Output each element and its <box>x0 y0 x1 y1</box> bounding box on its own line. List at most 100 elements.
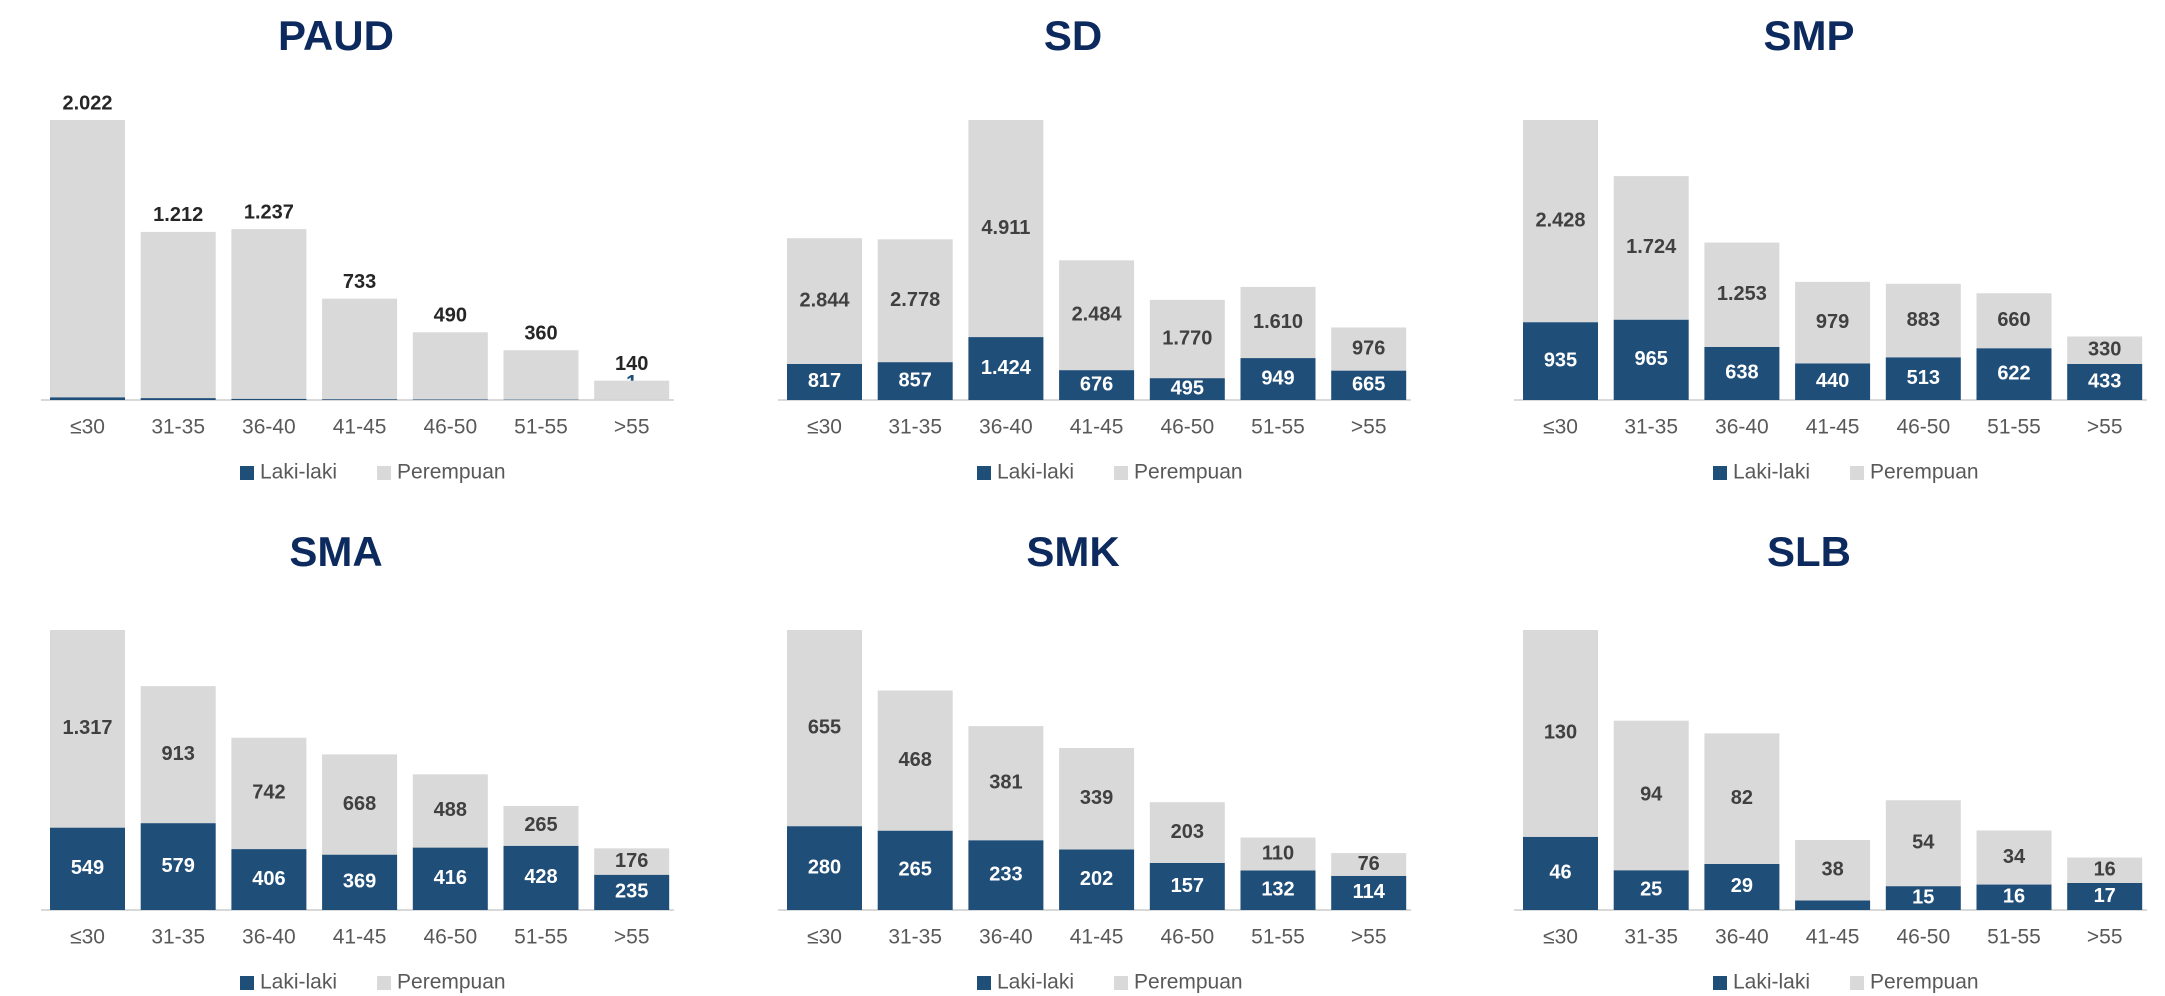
bar-segment <box>1613 176 1689 320</box>
x-tick-label: 31-35 <box>151 416 205 439</box>
bar-segment <box>1331 853 1407 876</box>
x-tick-label: 31-35 <box>888 416 942 439</box>
data-label: 1.770 <box>1162 327 1212 349</box>
bar-segment <box>1704 242 1780 347</box>
bar-segment <box>877 830 953 910</box>
data-label: 1.212 <box>153 204 203 226</box>
bar-segment <box>1976 293 2052 349</box>
data-label: 488 <box>434 799 467 821</box>
x-tick-label: 36-40 <box>1715 416 1769 439</box>
bar-segment <box>50 397 125 400</box>
bar-segment <box>594 848 670 875</box>
data-label: 2.778 <box>890 289 940 311</box>
data-label: 976 <box>1352 337 1385 359</box>
bar-segment <box>1331 370 1407 400</box>
x-tick-label: ≤30 <box>70 926 105 949</box>
data-label: 665 <box>1352 374 1385 396</box>
bar-segment <box>140 823 216 910</box>
legend-swatch <box>977 466 991 480</box>
data-label: 965 <box>1635 348 1668 370</box>
data-label: 579 <box>162 855 195 877</box>
legend-swatch <box>1850 466 1865 480</box>
bar-segment <box>968 726 1044 841</box>
bar-segment <box>1240 837 1316 871</box>
bar-segment <box>877 690 953 831</box>
data-label: 132 <box>1261 879 1294 901</box>
bar-segment <box>412 399 488 400</box>
data-label: 1.253 <box>1717 283 1767 305</box>
bar-segment <box>1704 733 1780 864</box>
x-tick-label: 41-45 <box>1806 416 1860 439</box>
data-label: 233 <box>989 863 1022 885</box>
legend-swatch <box>1713 976 1727 990</box>
bar-segment <box>968 337 1044 400</box>
legend-swatch <box>1713 466 1727 480</box>
bar-segment <box>594 874 670 910</box>
bar-segment <box>1059 260 1135 371</box>
bar-segment <box>1149 862 1225 910</box>
data-label: 140 <box>615 353 648 375</box>
legend-label: Perempuan <box>1134 971 1243 994</box>
bar-segment <box>1885 800 1961 887</box>
bar-segment <box>1613 720 1689 871</box>
data-label: 440 <box>1816 370 1849 392</box>
bar-segment <box>1059 370 1135 400</box>
legend-swatch <box>1850 976 1865 990</box>
x-tick-label: ≤30 <box>70 416 105 439</box>
bar-segment <box>140 398 216 400</box>
bar-segment <box>412 774 488 848</box>
bar-segment <box>968 120 1044 338</box>
x-tick-label: 31-35 <box>1624 416 1678 439</box>
x-tick-label: 31-35 <box>1624 926 1678 949</box>
bar-segment <box>50 827 125 910</box>
data-label: 549 <box>71 857 104 879</box>
data-label: 16 <box>2094 859 2116 881</box>
data-label: 622 <box>1997 362 2030 384</box>
data-label: 54 <box>1912 831 1935 853</box>
bar-segment <box>1885 886 1961 910</box>
x-tick-label: 41-45 <box>1070 926 1124 949</box>
x-tick-label: 51-55 <box>514 926 568 949</box>
data-label: 638 <box>1725 362 1758 384</box>
data-label: 935 <box>1544 349 1577 371</box>
bar-segment <box>1795 900 1871 910</box>
data-label: 468 <box>899 749 932 771</box>
bar-segment <box>787 238 862 364</box>
data-label: 913 <box>162 743 195 765</box>
bar-segment <box>503 845 579 910</box>
data-label: 406 <box>252 868 285 890</box>
bar-segment <box>1613 870 1689 910</box>
data-label: 46 <box>1549 862 1571 884</box>
data-label: 428 <box>524 866 557 888</box>
bar-segment <box>1976 830 2052 885</box>
bar-segment <box>1059 849 1135 910</box>
data-label: 433 <box>2088 370 2121 392</box>
bar-segment <box>1240 870 1316 910</box>
bar-segment <box>1149 378 1225 400</box>
legend-label: Laki-laki <box>1733 971 1810 994</box>
bar-segment <box>877 239 953 363</box>
x-tick-label: 46-50 <box>1896 416 1950 439</box>
data-label: 94 <box>1640 784 1663 806</box>
x-tick-label: 36-40 <box>242 416 296 439</box>
data-label: 2.844 <box>799 289 850 311</box>
data-label: 660 <box>1997 309 2030 331</box>
bar-segment <box>1976 884 2052 910</box>
bar-segment <box>1795 281 1871 364</box>
data-label: 110 <box>1262 842 1294 864</box>
bar-segment <box>1240 358 1316 400</box>
bar-segment <box>322 399 398 400</box>
data-label: 513 <box>1907 367 1940 389</box>
x-tick-label: 41-45 <box>333 926 387 949</box>
x-tick-label: >55 <box>614 416 650 439</box>
chart-title: SMP <box>1763 12 1854 59</box>
data-label: 17 <box>2094 885 2116 907</box>
legend-swatch <box>240 976 254 990</box>
x-tick-label: 41-45 <box>333 416 387 439</box>
bar-segment <box>231 229 307 399</box>
bar-segment <box>231 849 307 910</box>
chart-title: PAUD <box>278 12 394 59</box>
data-label: 1.317 <box>62 717 112 739</box>
data-label: 157 <box>1171 875 1204 897</box>
